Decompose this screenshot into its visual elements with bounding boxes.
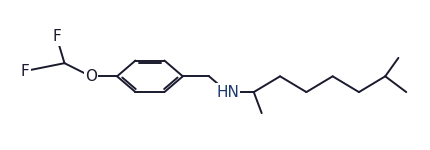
Text: O: O (85, 69, 97, 84)
Text: F: F (52, 29, 61, 44)
Text: F: F (21, 64, 29, 79)
Text: HN: HN (216, 85, 239, 100)
